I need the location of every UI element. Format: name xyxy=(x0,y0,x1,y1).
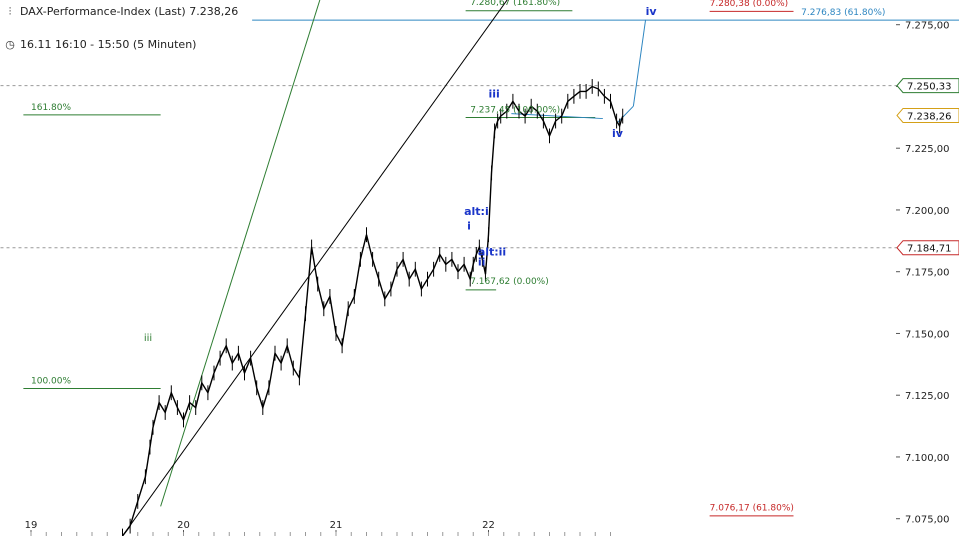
y-tick-label-0: 7.075,00 xyxy=(905,515,950,526)
price-tag-label-2: 7.184,71 xyxy=(907,244,952,255)
price-tag-label-1: 7.238,26 xyxy=(907,111,952,122)
annotation-4: 100.00% xyxy=(31,377,71,387)
trend-line-0 xyxy=(160,0,321,507)
trend-line-3 xyxy=(616,105,634,124)
annotation-1: 7.237,45 (100.00%) xyxy=(470,105,560,115)
chart-subtitle-text: 16.11 16:10 - 15:50 (5 Minuten) xyxy=(20,38,197,51)
annotation-6: 7.076,17 (61.80%) xyxy=(710,504,794,514)
chart-subtitle: ◷ 16.11 16:10 - 15:50 (5 Minuten) xyxy=(4,38,196,51)
price-tag-1: 7.238,26 xyxy=(896,107,959,123)
clock-icon: ◷ xyxy=(5,38,15,51)
y-tick-label-4: 7.175,00 xyxy=(905,268,950,279)
x-tick-label-3: 22 xyxy=(482,520,495,531)
y-tick-label-1: 7.100,00 xyxy=(905,453,950,464)
candlestick-icon: ⫶ xyxy=(8,5,12,18)
price-tag-2: 7.184,71 xyxy=(896,240,959,256)
x-tick-label-1: 20 xyxy=(177,520,190,531)
x-tick-label-0: 19 xyxy=(25,520,38,531)
price-tag-box-0 xyxy=(896,78,959,94)
y-tick-label-5: 7.200,00 xyxy=(905,206,950,217)
price-tag-box-2 xyxy=(896,240,959,256)
annotation-10: alt:i xyxy=(464,205,489,218)
x-tick-label-2: 21 xyxy=(330,520,343,531)
annotation-9: iii xyxy=(489,88,500,101)
annotation-5: 7.280,38 (0.00%) xyxy=(710,0,789,9)
y-tick-label-6: 7.225,00 xyxy=(905,144,950,155)
annotation-7: 7.276,83 (61.80%) xyxy=(801,8,885,18)
y-tick-label-2: 7.125,00 xyxy=(905,391,950,402)
annotation-14: iv xyxy=(612,127,624,140)
annotation-13: ii xyxy=(478,256,486,269)
trend-line-1 xyxy=(122,0,508,536)
annotation-3: 161.80% xyxy=(31,103,71,113)
price-tag-label-0: 7.250,33 xyxy=(907,82,952,93)
y-tick-label-3: 7.150,00 xyxy=(905,329,950,340)
annotation-12: alt:ii xyxy=(478,246,506,259)
chart-title: ⫶ DAX-Performance-Index (Last) 7.238,26 xyxy=(4,5,239,19)
chart-title-text: DAX-Performance-Index (Last) 7.238,26 xyxy=(20,5,239,18)
trend-line-4 xyxy=(632,19,647,107)
annotation-2: 7.167,62 (0.00%) xyxy=(470,277,549,287)
annotation-11: i xyxy=(467,220,471,233)
price-tag-0: 7.250,33 xyxy=(896,78,959,94)
annotation-0: 7.280,67 (161.80%) xyxy=(470,0,560,8)
y-tick-label-8: 7.275,00 xyxy=(905,21,950,32)
annotation-8: iii xyxy=(144,333,152,344)
annotation-15: iv xyxy=(646,5,658,18)
price-series-line-0 xyxy=(121,85,624,536)
price-tag-box-1 xyxy=(896,107,959,123)
